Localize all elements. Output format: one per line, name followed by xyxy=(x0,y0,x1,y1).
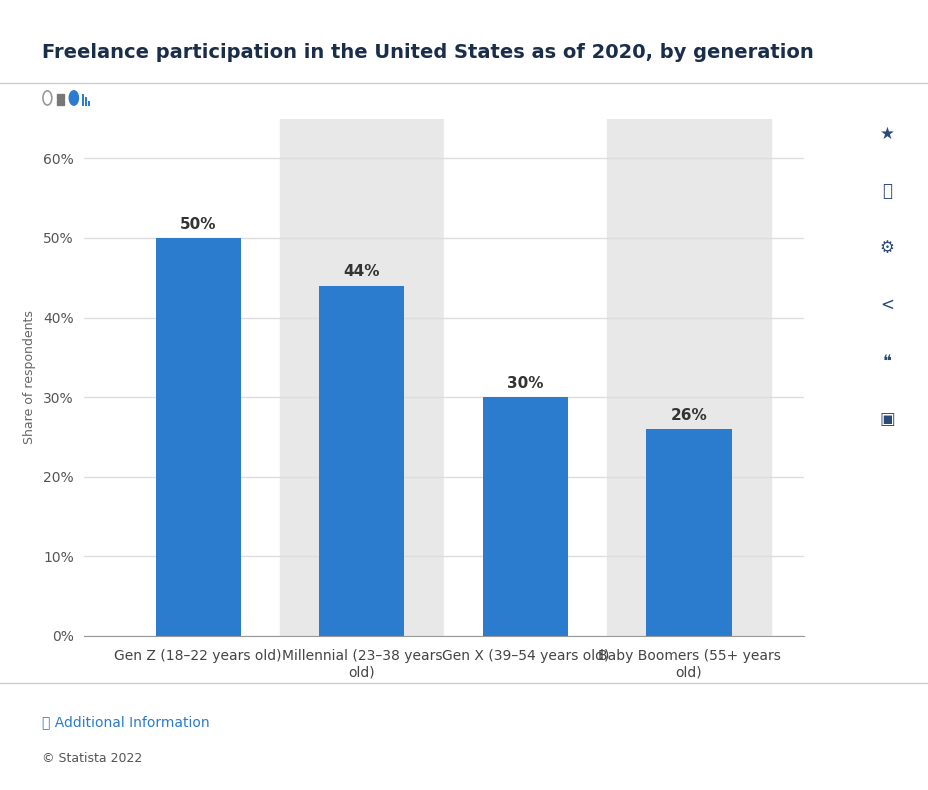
Text: Freelance participation in the United States as of 2020, by generation: Freelance participation in the United St… xyxy=(42,43,813,62)
Text: <: < xyxy=(879,296,894,314)
Text: 44%: 44% xyxy=(343,265,380,280)
Bar xyxy=(483,397,567,636)
Bar xyxy=(607,118,770,636)
Text: ❝: ❝ xyxy=(882,353,891,371)
Bar xyxy=(279,118,444,636)
Bar xyxy=(646,429,731,636)
Text: ▣: ▣ xyxy=(879,410,894,427)
Text: 30%: 30% xyxy=(507,376,543,391)
Bar xyxy=(87,101,90,106)
Text: © Statista 2022: © Statista 2022 xyxy=(42,752,142,765)
Text: ⚙: ⚙ xyxy=(879,239,894,257)
Bar xyxy=(84,97,86,106)
Bar xyxy=(58,100,60,105)
Bar xyxy=(156,238,240,636)
Text: 50%: 50% xyxy=(180,216,216,231)
Bar xyxy=(61,94,64,99)
Text: 26%: 26% xyxy=(670,408,706,423)
Bar xyxy=(444,118,607,636)
Y-axis label: Share of respondents: Share of respondents xyxy=(23,310,36,444)
Bar xyxy=(61,100,64,105)
Bar xyxy=(319,286,404,636)
Bar xyxy=(82,93,84,106)
Circle shape xyxy=(70,91,78,105)
Bar xyxy=(58,94,60,99)
Text: ★: ★ xyxy=(879,126,894,143)
Text: ⓘ Additional Information: ⓘ Additional Information xyxy=(42,715,209,729)
Text: 🔔: 🔔 xyxy=(882,182,891,200)
Bar xyxy=(116,118,279,636)
